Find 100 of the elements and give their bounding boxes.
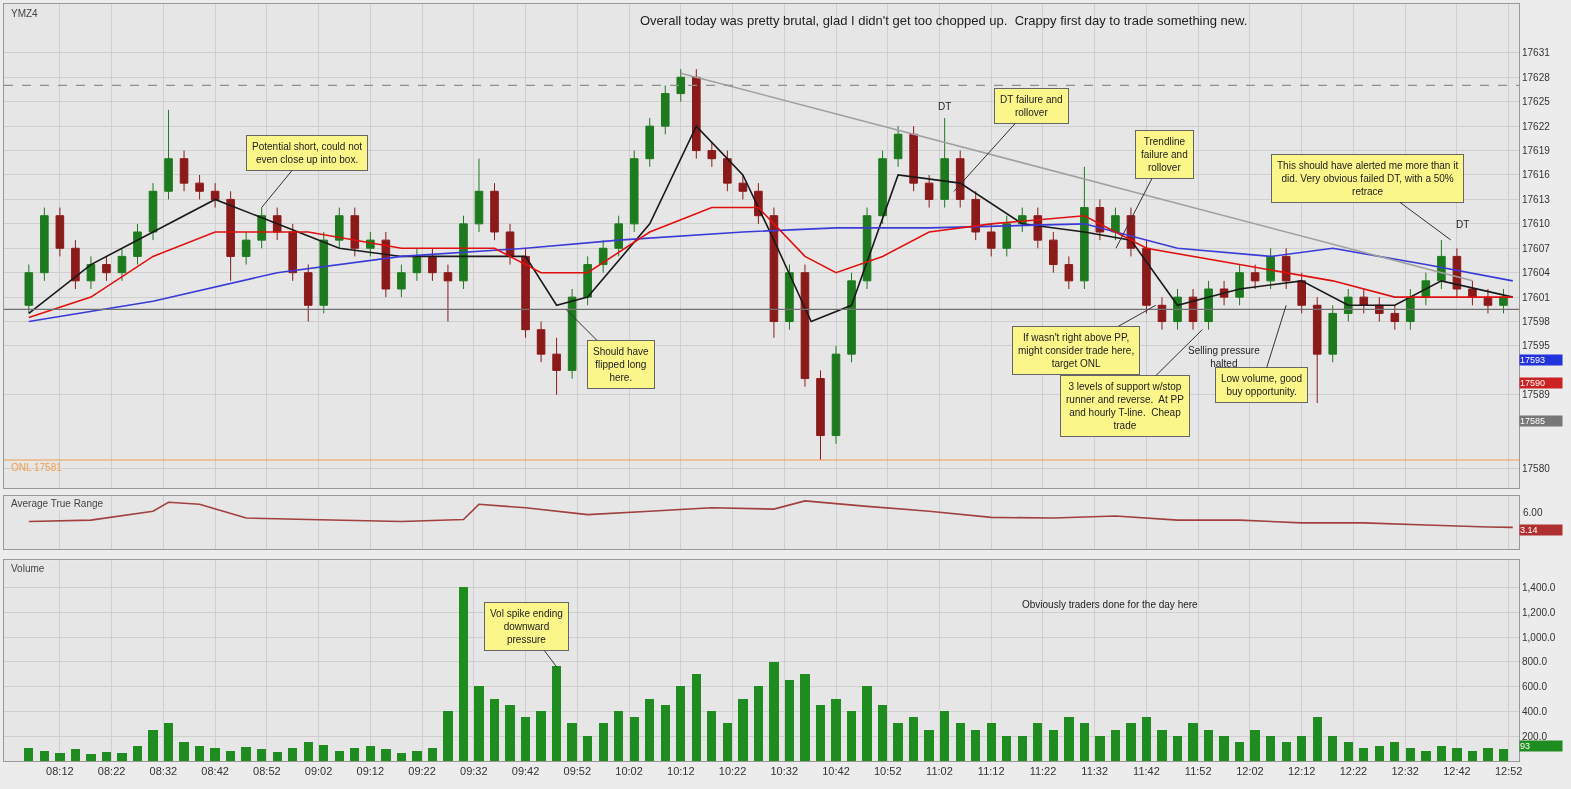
candlestick (1064, 255, 1074, 290)
bar (55, 753, 65, 761)
annotation: If wasn't right above PP, might consider trade here, target ONL (1018, 332, 1135, 369)
bar (304, 742, 313, 761)
text: 17590 (1520, 378, 1546, 388)
bar (1468, 751, 1477, 761)
bar (366, 746, 375, 761)
bar (878, 705, 887, 761)
y-tick-label: 17598 (1522, 316, 1551, 328)
x-tick-label: 12:32 (1391, 765, 1419, 778)
x-tick-label: 09:42 (511, 765, 540, 778)
candlestick (71, 239, 80, 290)
candlestick (1080, 166, 1089, 290)
bar (1142, 717, 1151, 761)
candlestick (1281, 247, 1291, 290)
candlestick (1157, 296, 1167, 331)
line-series (28, 206, 1514, 319)
candlestick (1142, 239, 1151, 314)
x-tick-label: 09:32 (460, 765, 488, 778)
x-tick-label: 08:32 (149, 765, 178, 778)
bar (288, 748, 297, 761)
x-tick-label: 08:12 (46, 765, 74, 778)
bar (257, 749, 266, 761)
candlestick (878, 150, 887, 225)
bar (1126, 723, 1136, 761)
bar (241, 747, 251, 761)
bar (1033, 723, 1042, 761)
candlestick (955, 150, 965, 209)
x-tick-label: 10:02 (615, 765, 643, 778)
x-tick-label: 10:52 (873, 765, 902, 778)
chart-title: Average True Range (11, 498, 104, 509)
bar (1297, 736, 1306, 761)
annotation: Potential short, could not even close up into box. (252, 141, 363, 165)
bar (862, 686, 872, 761)
bar (599, 723, 608, 761)
candlestick (1297, 272, 1306, 314)
candlestick (1266, 247, 1275, 290)
candlestick (86, 255, 96, 290)
bar (117, 753, 127, 761)
candlestick (847, 272, 856, 363)
annotation: Should have flipped long here. (593, 346, 650, 383)
bar (1328, 736, 1337, 761)
bar (1421, 751, 1431, 761)
x-tick-label: 09:12 (356, 765, 385, 778)
candlestick (334, 207, 344, 249)
annotation: 3 levels of support w/stop runner and reverse. At PP and hourly T-line. Cheap trade (1066, 381, 1185, 431)
candlestick (490, 182, 499, 241)
candlestick (831, 345, 841, 445)
bar (1483, 748, 1493, 761)
bar (1375, 746, 1384, 761)
candlestick (288, 223, 298, 282)
x-tick-label: 11:52 (1184, 765, 1212, 778)
candlestick (195, 174, 204, 200)
x-tick-label: 11:42 (1133, 765, 1160, 778)
candlestick (505, 223, 515, 266)
bar (754, 686, 763, 761)
candlestick (940, 117, 949, 209)
chart-title: Volume (11, 563, 45, 574)
candlestick (785, 264, 794, 331)
candlestick (24, 264, 34, 314)
bar (707, 711, 716, 761)
candlestick (474, 158, 484, 233)
bar (505, 705, 515, 761)
bar (1204, 730, 1213, 761)
candlestick (148, 182, 158, 241)
bar (459, 587, 468, 761)
candlestick (1312, 296, 1322, 404)
candlestick (1002, 215, 1012, 257)
y-tick-label: 800.0 (1522, 656, 1548, 668)
bar (148, 730, 158, 761)
x-tick-label: 10:22 (718, 765, 747, 778)
y-tick-label: 17616 (1522, 169, 1551, 181)
candlestick (692, 68, 701, 160)
bar (847, 711, 856, 761)
x-tick-label: 10:42 (822, 765, 850, 778)
bar (1018, 736, 1027, 761)
candlestick (1188, 288, 1198, 331)
y-tick-label: 17613 (1522, 193, 1551, 205)
y-tick-label: 17622 (1522, 120, 1551, 132)
y-tick-label: 17580 (1522, 462, 1551, 474)
candlestick (629, 150, 639, 233)
bar (1157, 730, 1167, 761)
candlestick (552, 337, 561, 396)
candlestick (1359, 288, 1369, 314)
bar (226, 751, 235, 761)
y-tick-label: 17595 (1522, 340, 1551, 352)
x-tick-label: 12:22 (1339, 765, 1368, 778)
bar (583, 736, 592, 761)
bar (1064, 717, 1074, 761)
candlestick (179, 150, 189, 192)
x-tick-label: 11:12 (977, 765, 1005, 778)
bar (1049, 730, 1058, 761)
bar (1282, 742, 1291, 761)
bar (909, 717, 918, 761)
bar (1080, 723, 1089, 761)
bar (676, 686, 685, 761)
candlestick (1499, 288, 1508, 314)
candlestick (226, 190, 235, 282)
text: 93 (1520, 741, 1531, 751)
bar (987, 723, 996, 761)
